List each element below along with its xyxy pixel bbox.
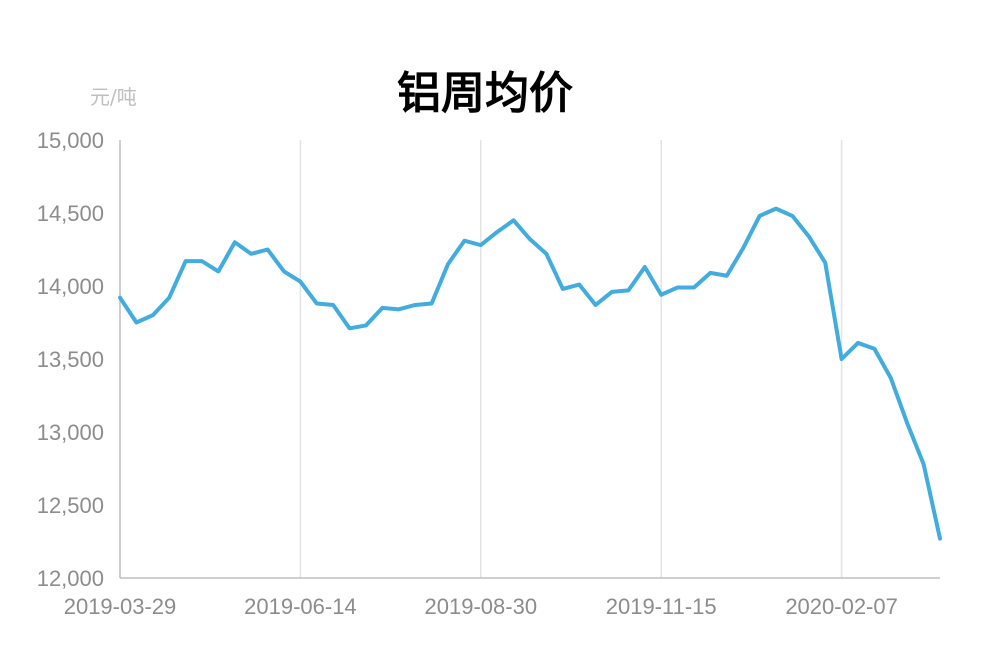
x-tick-label: 2019-11-15 [606, 594, 717, 619]
x-tick-label: 2019-06-14 [244, 594, 357, 619]
x-tick-label: 2019-08-30 [425, 594, 538, 619]
series-line-0 [118, 206, 942, 541]
y-tick-label: 14,000 [37, 274, 104, 299]
y-tick-label: 12,000 [37, 566, 104, 591]
gridlines [299, 140, 843, 578]
y-tick-label: 13,500 [37, 347, 104, 372]
x-axis-ticks: 2019-03-29 2019-06-14 2019-08-30 2019-11-15… [64, 594, 898, 619]
axes [119, 140, 940, 579]
y-tick-label: 12,500 [37, 493, 104, 518]
y-axis-unit-label: 元/吨 [90, 85, 137, 109]
y-tick-label: 13,000 [37, 420, 104, 445]
y-tick-label: 15,000 [37, 128, 104, 153]
chart-title: 铝周均价 [397, 68, 573, 119]
x-tick-label: 2019-03-29 [64, 594, 177, 619]
x-tick-label: 2020-02-07 [785, 594, 898, 619]
y-tick-label: 14,500 [37, 201, 104, 226]
y-axis-ticks: 15,000 14,500 14,000 13,500 13,000 12,500 12,0… [37, 128, 104, 591]
series [118, 206, 942, 541]
